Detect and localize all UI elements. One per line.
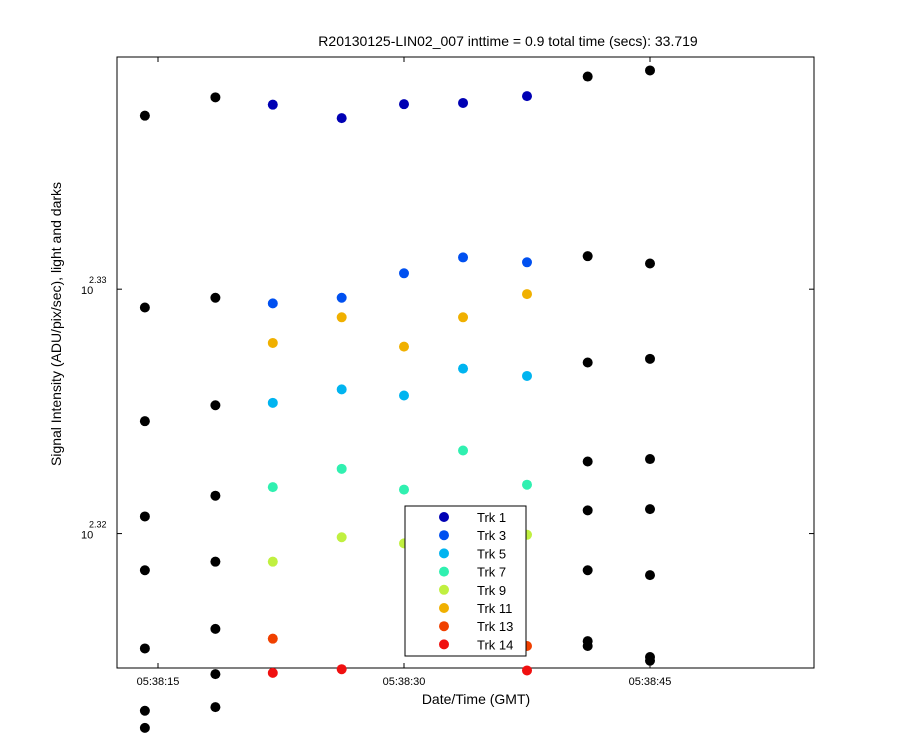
dark-point [645,353,655,364]
series-point [399,341,409,352]
legend-marker [439,566,449,577]
dark-point [210,292,221,303]
legend-label: Trk 5 [477,546,506,561]
dark-point [139,511,150,522]
series-point [458,363,469,374]
dark-point [645,454,655,465]
series-point [336,312,347,323]
series-point [458,97,469,108]
series-point [522,665,532,676]
series-point [522,479,532,490]
series-point [267,397,278,408]
legend-marker [439,548,449,559]
series-point [458,312,469,323]
dark-point [210,400,221,411]
series-point [267,298,278,309]
series-point [267,99,278,110]
legend-label: Trk 14 [477,637,513,652]
chart-title: R20130125-LIN02_007 inttime = 0.9 total … [318,33,698,49]
dark-point [645,504,655,515]
y-tick-label-base: 10 [81,285,93,297]
legend-marker [439,530,449,541]
x-axis-ticks: 05:38:15 05:38:30 05:38:45 [137,57,672,688]
dark-point [645,655,655,666]
series-point [267,667,278,678]
dark-point [139,722,150,733]
legend-label: Trk 11 [477,601,512,616]
x-tick-label: 05:38:30 [383,676,426,688]
legend-label: Trk 1 [477,510,506,525]
legend-marker [439,621,449,632]
x-tick-label: 05:38:45 [629,676,672,688]
dark-point [139,565,150,576]
legend-label: Trk 13 [477,619,513,634]
series-point [522,91,532,102]
legend-marker [439,512,449,522]
legend-marker [439,639,449,650]
series-point [399,484,409,495]
series-point [522,257,532,268]
x-axis-label: Date/Time (GMT) [422,691,530,707]
legend-marker [439,584,449,595]
dark-point [645,65,655,76]
series-point [522,289,532,300]
y-tick-label-exponent: 2.33 [89,275,107,285]
series-point [267,556,278,567]
dark-point [582,641,593,652]
dark-point [139,643,150,654]
dark-point [582,251,593,262]
legend-label: Trk 7 [477,565,506,580]
series-point [336,664,347,675]
y-tick-label-exponent: 2.32 [89,520,107,530]
dark-point [139,416,150,427]
dark-point [139,110,150,121]
dark-point [582,71,593,82]
dark-point [210,490,221,501]
dark-point [582,505,593,516]
legend: Trk 1 Trk 3 Trk 5 Trk 7 Trk 9 Trk 11 Trk 13 Trk… [404,505,527,657]
y-tick-label-base: 10 [81,530,93,542]
legend-marker [439,603,449,613]
dark-point [210,623,221,634]
series-point [267,633,278,644]
series-point [522,370,532,381]
legend-box [404,505,527,657]
series-point [336,292,347,303]
dark-point [582,565,593,576]
series-point [399,268,409,279]
series-point [336,384,347,395]
legend-label: Trk 9 [477,583,506,598]
series-point [336,463,347,474]
dark-point [210,702,221,713]
series-point [267,337,278,348]
x-tick-label: 05:38:15 [137,676,180,688]
series-point [458,445,469,456]
dark-point [582,357,593,368]
dark-point [210,556,221,567]
series-point [336,532,347,543]
dark-point [582,456,593,467]
series-point [336,113,347,124]
series-point [399,390,409,401]
y-axis-label: Signal Intensity (ADU/pix/sec), light an… [48,182,64,466]
dark-point [210,92,221,103]
series-point [267,482,278,493]
dark-point [645,258,655,269]
dark-point [645,570,655,581]
legend-label: Trk 3 [477,528,506,543]
series-point [458,252,469,263]
dark-point [139,705,150,716]
dark-point [139,302,150,313]
series-point [399,99,409,110]
dark-point [210,669,221,680]
